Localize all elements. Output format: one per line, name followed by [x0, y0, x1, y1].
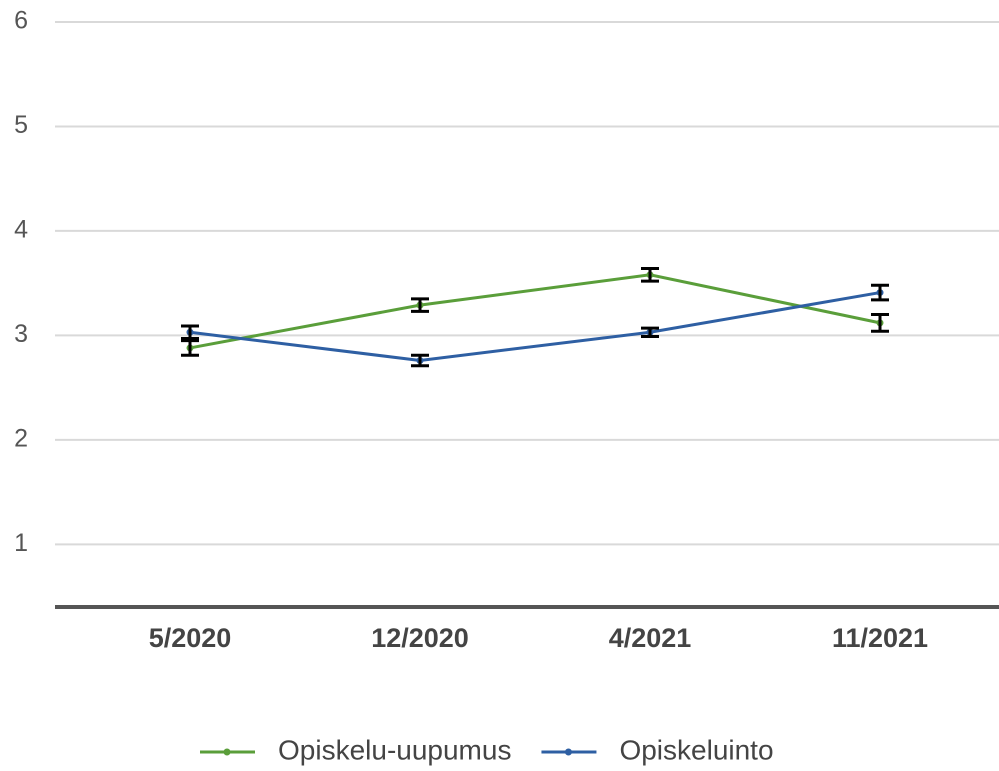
y-tick-label: 5 — [14, 111, 28, 139]
y-tick-label: 4 — [14, 216, 28, 244]
y-tick-label: 1 — [14, 529, 28, 557]
y-tick-label: 2 — [14, 424, 28, 452]
x-tick-label: 11/2021 — [832, 623, 928, 653]
x-tick-label: 12/2020 — [371, 623, 469, 653]
series-line — [189, 291, 881, 362]
x-tick-label: 5/2020 — [149, 623, 232, 653]
error-bar — [181, 324, 199, 341]
error-bar — [181, 339, 199, 357]
x-tick-label: 4/2021 — [609, 623, 692, 653]
legend-marker — [564, 748, 572, 756]
error-bar — [871, 313, 889, 333]
y-tick-label: 6 — [14, 7, 28, 35]
error-bar — [411, 353, 429, 368]
legend-marker — [223, 748, 231, 756]
error-bar — [641, 326, 659, 338]
error-bar — [641, 267, 659, 283]
legend-label: Opiskeluinto — [619, 734, 773, 765]
legend-label: Opiskelu-uupumus — [278, 734, 511, 765]
series-line — [189, 273, 881, 350]
error-bar — [871, 283, 889, 302]
error-bar — [411, 297, 429, 313]
y-tick-label: 3 — [14, 320, 28, 348]
